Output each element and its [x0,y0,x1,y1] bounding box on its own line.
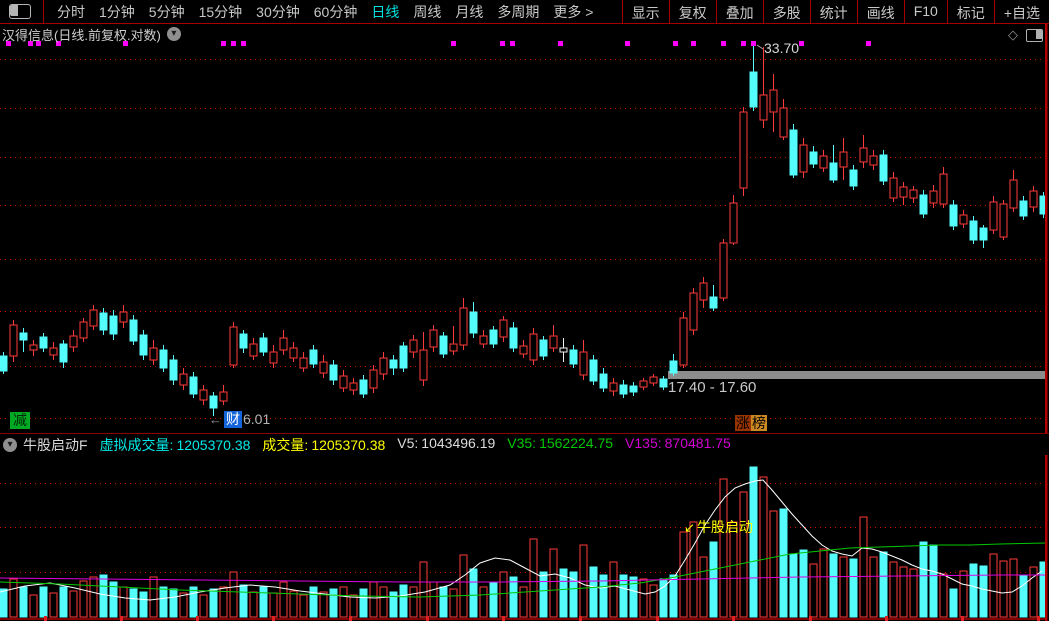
period-tab-min60[interactable]: 60分钟 [313,3,358,20]
toolbar-button-tongji[interactable]: 统计 [809,0,857,23]
toolbar-button-f10[interactable]: F10 [903,0,947,23]
indicator-field-4: V135: 870481.75 [625,434,731,451]
toolbar-button-zixuan[interactable]: +自选 [993,0,1049,23]
toolbar-divider [43,0,44,23]
period-tab-rixian[interactable]: 日线 [371,3,400,20]
toolbar-buttons: 显示 复权 叠加 多股 统计 画线 F10 标记 +自选 [621,0,1049,23]
price-range-label: 17.40 - 17.60 [668,379,757,396]
indicator-values: 虚拟成交量: 1205370.38 成交量: 1205370.38 V5: 1043496… [88,435,731,455]
down-left-arrow-icon: ↙ [684,520,695,535]
zhangbang-marker-badge[interactable]: 涨榜 [735,415,767,431]
period-tab-min5[interactable]: 5分钟 [148,3,185,20]
indicator-field-1: 成交量: 1205370.38 [262,436,386,453]
toolbar-button-diejia[interactable]: 叠加 [715,0,763,23]
top-toolbar: 分时 1分钟 5分钟 15分钟 30分钟 60分钟 日线 周线 月线 多周期 更多 > 显示 复权 叠加… [0,0,1049,24]
period-tab-min1[interactable]: 1分钟 [99,3,135,20]
zhang-char: 涨 [735,415,751,431]
period-tab-min30[interactable]: 30分钟 [256,3,300,20]
low-price-value: 6.01 [243,411,271,427]
indicator-field-2: V5: 1043496.19 [397,434,496,451]
toolbar-button-duogu[interactable]: 多股 [762,0,810,23]
toolbar-button-huaxian[interactable]: 画线 [856,0,904,23]
left-arrow-icon: ← [209,412,222,427]
period-tab-duozhouqi[interactable]: 多周期 [497,3,540,20]
period-tab-zhouxian[interactable]: 周线 [413,3,442,20]
cai-marker-badge[interactable]: 财 [224,411,242,428]
indicator-status-row: ▾ 牛股启动F 虚拟成交量: 1205370.38 成交量: 1205370.38 V5… [0,433,1049,455]
bang-char: 榜 [751,415,767,431]
signal-label: ↙ 牛股启动 [684,517,753,537]
window-layout-icon[interactable] [9,4,31,19]
indicator-field-0: 虚拟成交量: 1205370.38 [99,436,251,453]
period-tabs: 分时 1分钟 5分钟 15分钟 30分钟 60分钟 日线 周线 月线 多周期 更多 > [50,0,600,24]
period-tab-min15[interactable]: 15分钟 [198,3,243,20]
signal-label-text: 牛股启动 [696,519,753,535]
period-tab-yuexian[interactable]: 月线 [455,3,484,20]
jian-marker-badge[interactable]: 减 [10,412,30,429]
period-tab-fenshi[interactable]: 分时 [57,3,85,20]
low-price-annotation: ← 财 6.01 [209,411,270,428]
indicator-name[interactable]: 牛股启动F [23,436,88,453]
toolbar-button-xianshi[interactable]: 显示 [621,0,669,23]
toolbar-button-fuquan[interactable]: 复权 [668,0,716,23]
period-tab-gengduo[interactable]: 更多 > [553,3,594,20]
indicator-field-3: V35: 1562224.75 [507,434,614,451]
peak-price-label: 33.70 [764,40,800,56]
collapse-indicator-icon[interactable]: ▾ [3,437,17,452]
toolbar-button-biaoji[interactable]: 标记 [946,0,994,23]
